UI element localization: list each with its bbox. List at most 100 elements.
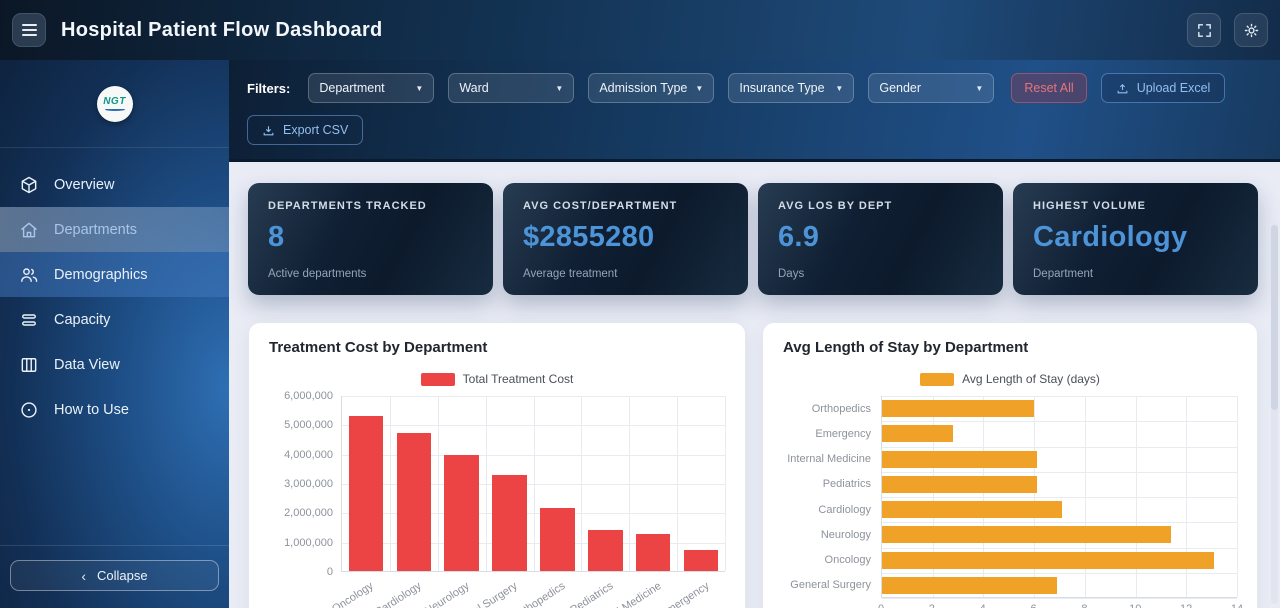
y-category-label: Internal Medicine <box>787 453 871 466</box>
gridline <box>581 396 583 571</box>
sidebar-item-demographics[interactable]: Demographics <box>0 252 229 297</box>
sidebar-item-label: Data View <box>54 356 120 373</box>
theme-sun-icon <box>1244 23 1258 37</box>
logo-text: NGT <box>103 95 126 107</box>
x-category-label: Neurology <box>422 580 472 608</box>
filters-label: Filters: <box>247 80 291 96</box>
kpi-label: DEPARTMENTS TRACKED <box>268 200 427 212</box>
columns-icon <box>18 354 40 376</box>
collapse-label: Collapse <box>97 568 148 583</box>
export-file-icon <box>263 125 274 135</box>
gridline <box>932 396 934 597</box>
y-tick-label: 0 <box>326 566 333 578</box>
y-category-label: Neurology <box>820 528 871 541</box>
bar-internal-medicine <box>882 450 1037 468</box>
x-tick-label: 2 <box>929 603 935 608</box>
company-logo: NGT <box>96 85 133 122</box>
bar-oncology <box>348 415 384 571</box>
kpi-value: Cardiology <box>1033 221 1188 253</box>
y-axis: Orthopedics Emergency Internal Medicine Ped… <box>783 396 881 608</box>
x-tick-label: 8 <box>1081 603 1087 608</box>
ward-dropdown[interactable]: Ward ▼ <box>448 73 575 103</box>
app-header: Hospital Patient Flow Dashboard <box>0 0 1280 60</box>
sidebar-item-departments[interactable]: Departments <box>0 207 229 252</box>
y-category-label: General Surgery <box>790 579 871 592</box>
sidebar-item-label: Departments <box>54 221 138 238</box>
x-category-label: Pediatrics <box>568 580 616 608</box>
capacity-icon <box>18 309 40 331</box>
kpi-value: 8 <box>268 221 285 253</box>
bar-emergency <box>882 425 953 443</box>
insurance-type-dropdown[interactable]: Insurance Type ▼ <box>728 73 855 103</box>
dropdown-value: Gender <box>879 81 922 95</box>
y-tick-label: 5,000,000 <box>284 419 333 432</box>
gridline <box>485 396 487 571</box>
upload-file-icon <box>1117 83 1128 93</box>
cube-icon <box>18 174 40 196</box>
reset-all-button[interactable]: Reset All <box>1011 73 1087 103</box>
sidebar-item-how-to-use[interactable]: How to Use <box>0 387 229 432</box>
legend-label: Avg Length of Stay (days) <box>962 372 1100 386</box>
department-dropdown[interactable]: Department ▼ <box>308 73 435 103</box>
sidebar-item-data-view[interactable]: Data View <box>0 342 229 387</box>
dropdown-value: Insurance Type <box>739 81 825 95</box>
hamburger-menu-button[interactable] <box>12 13 46 47</box>
gridline <box>437 396 439 571</box>
legend-swatch-cost <box>420 372 455 386</box>
chevron-left-icon: ‹ <box>81 567 87 584</box>
charts-row: Treatment Cost by Department Total Treat… <box>248 322 1258 608</box>
bar-internal-medicine <box>635 534 671 571</box>
scrollbar-thumb[interactable] <box>1271 225 1278 410</box>
sidebar-item-capacity[interactable]: Capacity <box>0 297 229 342</box>
gridline <box>882 572 1237 574</box>
kpi-card-departments-tracked: DEPARTMENTS TRACKED 8 Active departments <box>248 183 493 295</box>
fullscreen-button[interactable] <box>1187 13 1221 47</box>
sidebar-item-overview[interactable]: Overview <box>0 162 229 207</box>
kpi-subtitle: Days <box>778 268 805 280</box>
bar-orthopedics <box>882 400 1035 417</box>
gridline <box>1135 396 1137 597</box>
vertical-scrollbar[interactable] <box>1271 223 1278 604</box>
header-actions <box>1187 13 1268 47</box>
y-tick-label: 1,000,000 <box>284 536 333 549</box>
home-icon <box>18 219 40 241</box>
collapse-sidebar-button[interactable]: ‹ Collapse <box>10 560 219 591</box>
kpi-subtitle: Active departments <box>268 268 367 280</box>
bar-neurology <box>444 454 479 571</box>
x-tick-label: 6 <box>1031 603 1037 608</box>
export-row: Export CSV <box>247 115 1262 145</box>
bar-oncology <box>882 551 1215 569</box>
sidebar-footer: ‹ Collapse <box>0 545 229 608</box>
logo-swoosh <box>104 108 125 111</box>
chevron-down-icon: ▼ <box>835 83 844 93</box>
kpi-card-avg-los-by-dept: AVG LOS BY DEPT 6.9 Days <box>758 183 1003 295</box>
theme-toggle-button[interactable] <box>1234 13 1268 47</box>
x-tick-label: 14 <box>1231 603 1243 608</box>
gridline <box>882 598 1237 599</box>
gridline <box>533 396 535 571</box>
kpi-card-highest-volume: HIGHEST VOLUME Cardiology Department <box>1013 183 1258 295</box>
x-category-label: Orthopedics <box>511 580 568 608</box>
people-icon <box>18 264 40 286</box>
y-tick-label: 3,000,000 <box>284 478 333 490</box>
gender-dropdown[interactable]: Gender ▼ <box>868 73 995 103</box>
export-csv-button[interactable]: Export CSV <box>247 115 364 145</box>
admission-type-dropdown[interactable]: Admission Type ▼ <box>588 73 715 103</box>
avg-los-chart-card: Avg Length of Stay by Department Avg Len… <box>762 322 1258 608</box>
gridline <box>882 421 1237 423</box>
gridline <box>1237 396 1238 597</box>
x-tick-label: 0 <box>878 603 884 608</box>
treatment-cost-chart: 0 1,000,000 2,000,000 3,000,000 4,000,000 5,0… <box>269 390 726 608</box>
x-category-label: Emergency <box>658 580 712 608</box>
bar-pediatrics <box>882 475 1037 493</box>
upload-excel-button[interactable]: Upload Excel <box>1100 73 1226 103</box>
bar-emergency <box>683 550 719 571</box>
y-category-label: Pediatrics <box>822 478 871 491</box>
y-category-label: Emergency <box>815 427 871 440</box>
chart-title: Avg Length of Stay by Department <box>783 339 1029 356</box>
dropdown-value: Department <box>319 81 385 95</box>
x-axis: 0 2 4 6 8 10 12 14 <box>878 598 1243 608</box>
bar-neurology <box>882 526 1172 544</box>
gridline <box>882 497 1237 498</box>
gridline <box>983 396 985 597</box>
